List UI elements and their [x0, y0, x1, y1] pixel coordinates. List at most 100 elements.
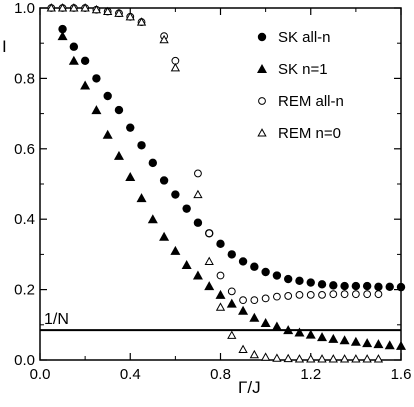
data-point — [68, 55, 79, 65]
data-point — [182, 204, 191, 213]
data-points — [46, 3, 406, 363]
data-point — [80, 3, 90, 12]
data-point — [46, 3, 56, 12]
legend-label: REM all-n — [278, 93, 344, 110]
data-point — [114, 8, 124, 17]
data-point — [125, 171, 136, 181]
data-point — [193, 218, 203, 227]
data-point — [91, 105, 102, 115]
data-point — [305, 329, 316, 339]
data-point — [57, 3, 68, 12]
x-tick-label: 1.2 — [300, 366, 321, 383]
data-point — [374, 290, 383, 299]
data-point — [80, 80, 91, 90]
legend-label: REM n=0 — [278, 125, 341, 142]
legend-marker — [257, 32, 267, 42]
data-point — [317, 332, 328, 342]
x-tick-label: 0.4 — [120, 366, 141, 383]
data-point — [58, 24, 67, 34]
data-point — [69, 42, 79, 51]
data-point — [283, 325, 294, 335]
legend-marker — [258, 97, 266, 105]
data-point — [284, 292, 293, 300]
data-point — [92, 74, 101, 83]
data-point — [260, 352, 271, 361]
data-point — [227, 250, 236, 259]
data-point — [147, 214, 158, 224]
legend-label: SK all-n — [278, 29, 331, 46]
data-point — [204, 256, 214, 265]
data-point — [329, 290, 338, 299]
data-point — [295, 276, 304, 285]
series-1 — [57, 31, 406, 350]
data-point — [362, 338, 373, 348]
data-point — [159, 231, 170, 241]
data-point — [170, 245, 181, 255]
data-point — [283, 274, 293, 284]
data-point — [396, 282, 406, 292]
data-point — [373, 354, 384, 363]
y-tick-label: 0.8 — [14, 70, 35, 87]
data-point — [103, 6, 113, 16]
data-point — [350, 336, 361, 346]
legend-marker — [257, 64, 267, 73]
data-point — [374, 282, 383, 291]
data-point — [238, 305, 249, 315]
data-point — [250, 296, 259, 305]
data-point — [238, 257, 248, 266]
data-point — [272, 271, 282, 280]
data-point — [294, 354, 305, 363]
data-point — [215, 289, 226, 299]
series-3 — [46, 3, 384, 363]
data-point — [385, 282, 394, 291]
x-tick-label: 0.0 — [30, 366, 51, 383]
data-point — [340, 290, 349, 299]
data-point — [306, 290, 315, 299]
series-2 — [47, 4, 383, 305]
x-tick-label: 0.8 — [210, 366, 231, 383]
data-point — [137, 141, 146, 150]
data-point — [239, 296, 247, 305]
data-point — [328, 333, 339, 343]
data-point — [396, 340, 406, 350]
data-point — [249, 312, 260, 322]
data-point — [260, 318, 271, 328]
data-point — [171, 190, 180, 199]
data-point — [328, 354, 338, 363]
data-point — [194, 169, 202, 178]
data-point — [249, 349, 259, 359]
axis-tick-labels: 0.0 0.4 0.8 1.2 1.6 0.0 0.2 0.4 0.6 0.8 1.0 — [14, 0, 411, 383]
data-point — [351, 281, 361, 291]
data-point — [339, 354, 350, 363]
data-point — [126, 123, 135, 132]
data-point — [317, 354, 327, 363]
data-point — [351, 290, 360, 299]
legend-label: SK n=1 — [278, 61, 328, 78]
data-point — [114, 105, 124, 115]
data-point — [148, 158, 158, 168]
data-point — [216, 271, 225, 280]
reference-line-label: 1/N — [44, 311, 69, 328]
data-point — [159, 34, 169, 44]
y-tick-label: 0.6 — [14, 141, 35, 158]
data-point — [136, 193, 147, 203]
data-point — [125, 11, 135, 21]
data-point — [329, 281, 338, 290]
data-point — [362, 354, 372, 363]
data-point — [193, 189, 203, 199]
series-0 — [58, 24, 406, 292]
data-point — [340, 281, 349, 291]
data-point — [271, 321, 282, 331]
data-point — [113, 150, 124, 160]
data-point — [227, 287, 236, 296]
data-point — [57, 31, 68, 41]
y-tick-label: 1.0 — [14, 0, 35, 17]
data-point — [272, 353, 282, 362]
data-point — [216, 239, 225, 249]
data-point — [339, 335, 350, 345]
data-point — [192, 270, 203, 280]
y-tick-label: 0.2 — [14, 282, 35, 299]
data-point — [226, 298, 237, 308]
data-point — [273, 292, 281, 301]
data-point — [136, 17, 147, 26]
